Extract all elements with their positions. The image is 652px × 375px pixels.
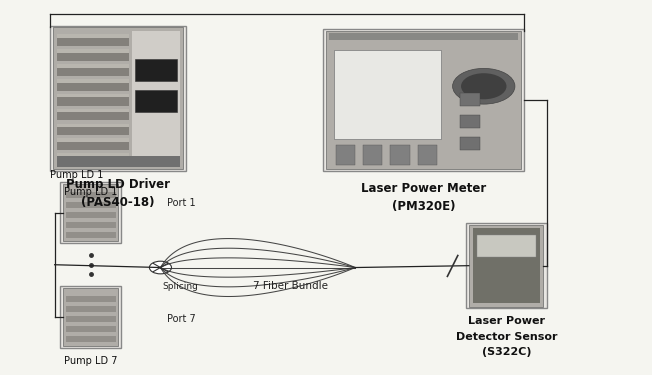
Bar	[57, 79, 128, 82]
Bar	[57, 98, 128, 106]
Bar	[57, 38, 128, 46]
Bar	[66, 211, 115, 217]
Bar	[57, 109, 128, 112]
Circle shape	[461, 73, 507, 99]
Bar	[57, 82, 128, 91]
FancyBboxPatch shape	[63, 184, 118, 242]
Text: Pump LD Driver: Pump LD Driver	[67, 178, 170, 191]
Bar	[57, 123, 128, 127]
FancyBboxPatch shape	[50, 26, 186, 171]
Text: Pump LD 7: Pump LD 7	[65, 356, 118, 366]
Bar	[460, 137, 480, 150]
FancyBboxPatch shape	[466, 223, 547, 309]
Bar	[66, 296, 115, 302]
Circle shape	[149, 261, 171, 274]
Bar	[363, 144, 383, 165]
Bar	[336, 144, 355, 165]
Bar	[135, 90, 177, 112]
Bar	[57, 34, 128, 38]
Bar	[66, 326, 115, 332]
FancyBboxPatch shape	[469, 225, 544, 307]
Bar	[57, 68, 128, 76]
Bar	[417, 144, 437, 165]
Bar	[57, 157, 128, 165]
Circle shape	[452, 68, 515, 104]
Bar	[57, 142, 128, 150]
Bar	[66, 202, 115, 208]
Bar	[57, 112, 128, 120]
Text: Laser Power Meter: Laser Power Meter	[361, 182, 486, 195]
Bar	[57, 156, 180, 167]
Text: Pump LD 1: Pump LD 1	[50, 170, 104, 180]
Bar	[460, 115, 480, 128]
Text: Port 7: Port 7	[167, 314, 196, 324]
Text: Splicing: Splicing	[162, 282, 198, 291]
Text: (PM320E): (PM320E)	[392, 200, 455, 213]
FancyBboxPatch shape	[63, 288, 118, 346]
Bar	[334, 51, 441, 139]
Bar	[66, 316, 115, 322]
Bar	[57, 53, 128, 61]
Bar	[57, 94, 128, 98]
Bar	[57, 153, 128, 157]
Bar	[66, 222, 115, 228]
Bar	[460, 93, 480, 106]
Bar	[66, 336, 115, 342]
Bar	[57, 138, 128, 142]
FancyBboxPatch shape	[60, 182, 121, 243]
Text: Port 1: Port 1	[167, 198, 196, 208]
Bar	[57, 49, 128, 53]
Text: Pump LD 1: Pump LD 1	[65, 188, 117, 198]
Text: Laser Power: Laser Power	[468, 316, 545, 326]
Bar	[132, 31, 180, 165]
Bar	[66, 232, 115, 238]
FancyBboxPatch shape	[323, 29, 524, 171]
FancyBboxPatch shape	[326, 31, 521, 169]
Bar	[473, 228, 540, 303]
Bar	[66, 192, 115, 198]
Bar	[57, 127, 128, 135]
Bar	[66, 306, 115, 312]
Text: Detector Sensor: Detector Sensor	[456, 332, 557, 342]
Bar	[57, 64, 128, 67]
FancyBboxPatch shape	[53, 27, 183, 169]
Text: (S322C): (S322C)	[482, 347, 531, 357]
Bar	[329, 33, 518, 40]
Text: (PAS40-18): (PAS40-18)	[82, 196, 155, 209]
Bar	[135, 58, 177, 81]
Bar	[477, 234, 536, 258]
Bar	[391, 144, 409, 165]
Text: 7 Fiber Bundle: 7 Fiber Bundle	[253, 281, 328, 291]
FancyBboxPatch shape	[60, 286, 121, 348]
